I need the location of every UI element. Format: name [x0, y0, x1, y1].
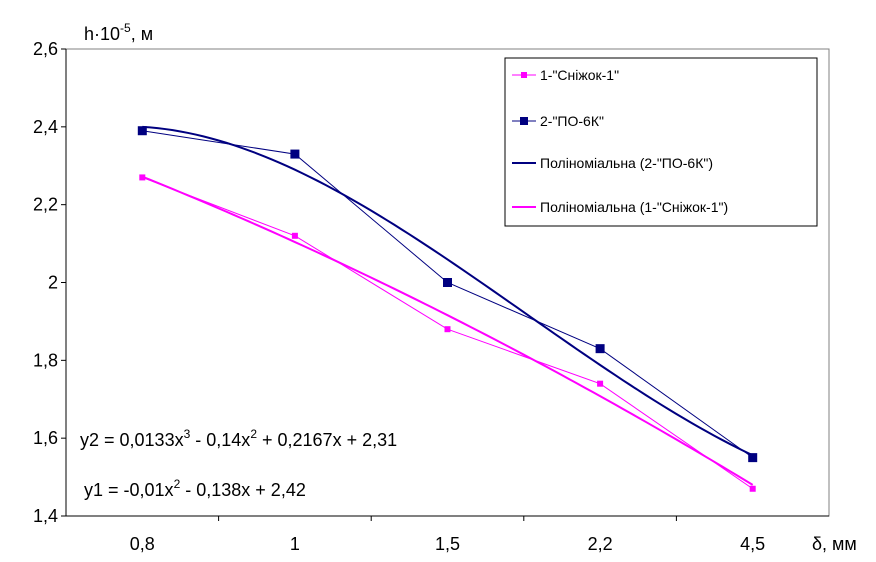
trendlines: [141, 125, 754, 486]
legend-item-trend-2: Поліноміальна (2-"ПО-6К"): [512, 155, 713, 171]
y-tick-label: 1,4: [33, 506, 58, 526]
legend: 1-"Сніжок-1" 2-"ПО-6К" Поліноміальна (2-…: [504, 57, 818, 227]
y-tick-label: 2,6: [33, 39, 58, 59]
equation-y1: y1 = -0,01x2 - 0,138x + 2,42: [84, 477, 306, 500]
equation-y2-part-a: y2 = 0,0133x: [80, 430, 184, 450]
trendline-1: [142, 125, 754, 457]
equation-y2: y2 = 0,0133x3 - 0,14x2 + 0,2167x + 2,31: [80, 427, 397, 450]
equation-y2-part-c: + 0,2167x + 2,31: [257, 430, 397, 450]
trendline-2: [141, 175, 754, 486]
legend-box: [504, 57, 818, 227]
y-axis-label: h·10-5, м: [84, 21, 153, 44]
legend-marker-series-2: [520, 117, 528, 125]
y-tick-label: 2,4: [33, 117, 58, 137]
equation-y2-power-2: 2: [250, 427, 257, 441]
y-axis-label-base: h·10: [84, 24, 120, 44]
y-tick-label: 1,6: [33, 428, 58, 448]
legend-label-series-1: 1-"Сніжок-1": [540, 67, 619, 83]
data-point-series-2: [443, 278, 452, 287]
data-point-series-2: [748, 453, 758, 463]
data-point-series-1: [139, 174, 146, 181]
data-point-series-1: [597, 380, 604, 387]
equation-y1-part-c: - 0,138x + 2,42: [180, 480, 306, 500]
x-tick-label: 2,2: [588, 534, 613, 554]
equation-y2-part-b: - 0,14x: [190, 430, 250, 450]
y-tick-label: 2,2: [33, 195, 58, 215]
x-tick-label: 4,5: [740, 534, 765, 554]
data-point-series-1: [749, 485, 756, 492]
legend-marker-series-1: [521, 72, 527, 78]
x-tick-label: 0,8: [130, 534, 155, 554]
legend-item-series-2: 2-"ПО-6К": [512, 113, 604, 129]
x-tick-label: 1: [290, 534, 300, 554]
equation-y1-power-1: 2: [174, 477, 181, 491]
data-point-series-2: [290, 149, 300, 159]
y-tick-label: 2: [48, 273, 58, 293]
x-axis-ticks: 0,8 1 1,5 2,2 4,5: [130, 516, 765, 554]
legend-label-trend-2: Поліноміальна (2-"ПО-6К"): [540, 155, 713, 171]
y-axis-label-unit: , м: [131, 24, 153, 44]
y-axis-label-exponent: -5: [120, 21, 131, 35]
data-point-series-1: [291, 232, 298, 239]
legend-item-trend-1: Поліноміальна (1-"Сніжок-1"): [512, 199, 728, 215]
legend-item-series-1: 1-"Сніжок-1": [512, 67, 619, 83]
data-point-series-2: [137, 126, 147, 136]
data-series: [137, 126, 758, 492]
x-axis-label: δ, мм: [812, 534, 857, 554]
x-tick-label: 1,5: [435, 534, 460, 554]
y-axis-ticks: 1,4 1,6 1,8 2 2,2 2,4 2,6: [33, 39, 66, 526]
equation-y1-part-a: y1 = -0,01x: [84, 480, 174, 500]
equation-y2-power-1: 3: [184, 427, 191, 441]
data-point-series-1: [444, 326, 451, 333]
data-point-series-2: [595, 344, 605, 354]
y-tick-label: 1,8: [33, 350, 58, 370]
legend-label-trend-1: Поліноміальна (1-"Сніжок-1"): [540, 199, 728, 215]
legend-label-series-2: 2-"ПО-6К": [540, 113, 604, 129]
